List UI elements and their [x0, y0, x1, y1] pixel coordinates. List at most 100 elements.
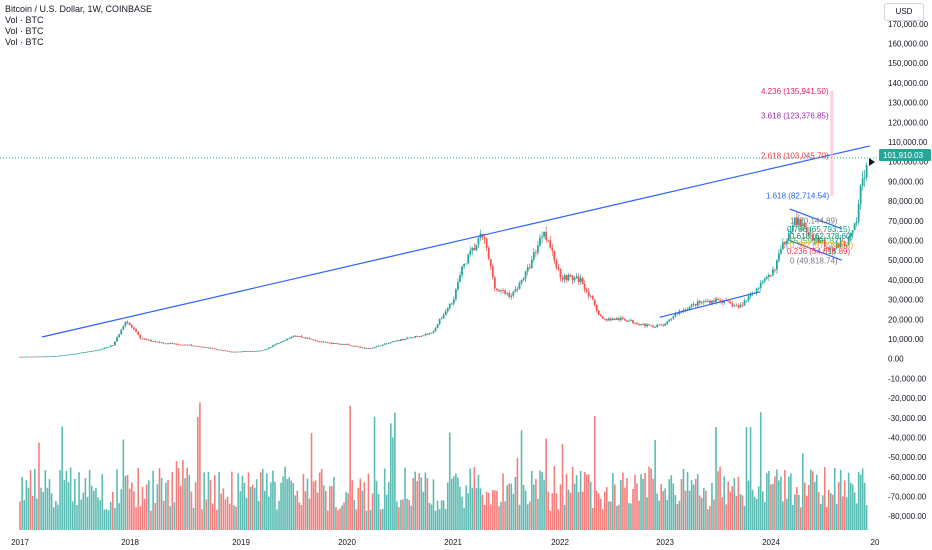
currency-button[interactable]: USD [884, 3, 924, 21]
volume-bar [670, 475, 673, 531]
candle [318, 340, 321, 343]
candle [398, 340, 400, 342]
candle [430, 332, 433, 334]
volume-bar [616, 505, 618, 531]
candle [282, 340, 284, 343]
candle [672, 315, 675, 321]
candle [122, 325, 125, 331]
candle [717, 297, 719, 301]
candle [209, 347, 212, 349]
long-trendline[interactable] [41, 145, 870, 338]
channel-line[interactable] [789, 208, 842, 230]
volume-bar [259, 472, 262, 531]
volume-bar [186, 467, 188, 531]
volume-bar [796, 487, 798, 531]
volume-indicator-2[interactable]: Vol · BTC [5, 26, 44, 36]
volume-bar [251, 484, 254, 531]
volume-bar [160, 477, 163, 531]
volume-bar [192, 507, 195, 531]
candle [613, 317, 616, 321]
candle [33, 356, 36, 358]
candle [105, 346, 108, 349]
candle [298, 335, 301, 337]
y-tick-label: -30,000.00 [888, 414, 927, 423]
volume-bar [69, 467, 72, 531]
candle [821, 239, 824, 242]
candle [428, 332, 431, 336]
volume-bar [199, 402, 201, 531]
candle [328, 342, 331, 344]
volume-bar [577, 491, 580, 531]
candle [541, 231, 543, 244]
candle [312, 339, 315, 341]
volume-bar [194, 482, 197, 531]
volume-bar [735, 496, 738, 531]
candle [184, 344, 186, 346]
candle [543, 231, 545, 239]
x-tick-label: 2021 [444, 538, 462, 547]
candle [194, 345, 197, 347]
candle [555, 258, 558, 271]
candle [853, 222, 856, 231]
volume-bar [522, 484, 525, 531]
volume-bar [375, 480, 378, 531]
volume-bar [292, 483, 295, 531]
candle [203, 346, 206, 348]
volume-indicator-3[interactable]: Vol · BTC [5, 37, 44, 47]
volume-bar [351, 480, 353, 531]
candle [25, 356, 28, 358]
volume-bar [86, 496, 89, 531]
candle [835, 240, 838, 250]
volume-bar [184, 478, 186, 531]
volume-bar [128, 488, 131, 531]
candle [341, 343, 343, 345]
volume-bar [794, 494, 796, 531]
volume-bar [343, 502, 345, 531]
symbol-title[interactable]: Bitcoin / U.S. Dollar, 1W, COINBASE [5, 4, 153, 14]
volume-bar [717, 471, 719, 531]
candle [530, 256, 533, 269]
candle [702, 300, 705, 306]
candle [357, 345, 360, 348]
volume-bar [99, 500, 101, 531]
candle [571, 274, 574, 285]
volume-bar [477, 474, 480, 531]
candle [859, 183, 862, 210]
volume-bar [141, 486, 144, 531]
candle [622, 316, 624, 320]
candle [575, 273, 578, 280]
volume-bar [772, 483, 774, 531]
y-tick-label: 80,000.00 [888, 197, 924, 206]
volume-bar [747, 480, 750, 531]
volume-bar [304, 491, 307, 531]
channel-line[interactable] [789, 239, 842, 261]
volume-bar [581, 491, 584, 531]
volume-bar [455, 473, 457, 531]
candle [603, 318, 606, 321]
volume-bar [731, 486, 734, 531]
volume-bar [573, 483, 576, 531]
volume-bar [512, 493, 515, 531]
volume-bar [114, 508, 116, 531]
candle [241, 351, 244, 353]
volume-bar [780, 476, 782, 531]
candle [446, 307, 449, 314]
candle [745, 300, 748, 304]
candle [389, 341, 392, 344]
candle [469, 246, 472, 258]
candle [438, 318, 441, 326]
candle [845, 243, 848, 249]
candle [284, 339, 287, 342]
volume-indicator-1[interactable]: Vol · BTC [5, 15, 44, 25]
candle [65, 354, 68, 356]
candle [141, 337, 144, 340]
candle [365, 347, 368, 349]
volume-bar [541, 472, 543, 531]
volume-bar [518, 504, 521, 531]
candle [831, 245, 834, 256]
volume-bar [245, 497, 248, 531]
candle [300, 334, 303, 338]
channel-line[interactable] [659, 291, 761, 318]
candle [414, 335, 417, 339]
